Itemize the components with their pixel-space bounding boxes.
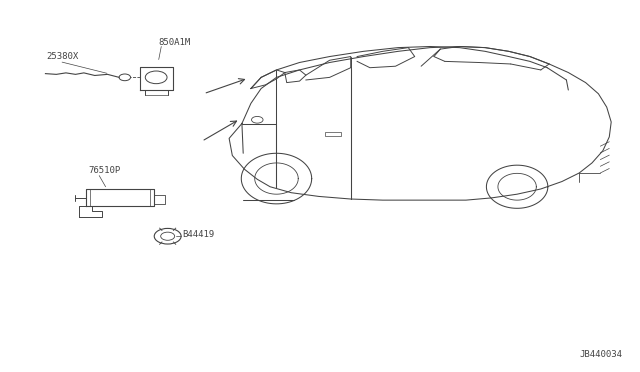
Text: JB440034: JB440034	[579, 350, 622, 359]
Text: 76510P: 76510P	[88, 166, 120, 175]
Text: B44419: B44419	[182, 230, 214, 239]
Text: 850A1M: 850A1M	[158, 38, 190, 46]
Text: 25380X: 25380X	[46, 52, 78, 61]
